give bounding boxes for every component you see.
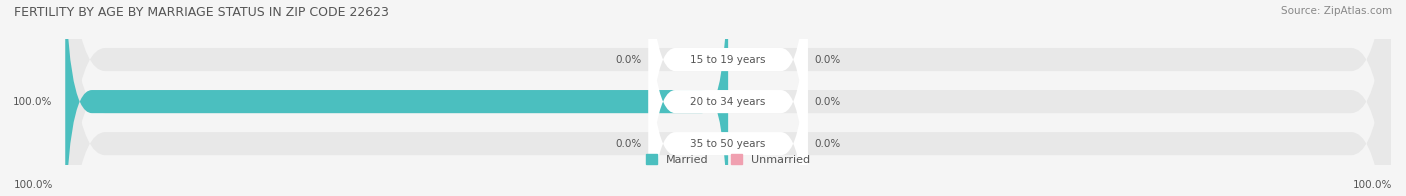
Text: 0.0%: 0.0% xyxy=(616,54,643,64)
FancyBboxPatch shape xyxy=(65,0,1391,196)
Text: 35 to 50 years: 35 to 50 years xyxy=(690,139,766,149)
Text: 0.0%: 0.0% xyxy=(814,97,841,107)
Text: 20 to 34 years: 20 to 34 years xyxy=(690,97,766,107)
Legend: Married, Unmarried: Married, Unmarried xyxy=(641,150,814,169)
Text: 0.0%: 0.0% xyxy=(814,139,841,149)
FancyBboxPatch shape xyxy=(65,0,728,196)
Text: 0.0%: 0.0% xyxy=(616,139,643,149)
Text: 100.0%: 100.0% xyxy=(1353,180,1392,190)
FancyBboxPatch shape xyxy=(648,0,807,196)
FancyBboxPatch shape xyxy=(65,0,1391,196)
FancyBboxPatch shape xyxy=(648,0,807,196)
FancyBboxPatch shape xyxy=(648,0,807,196)
Text: 0.0%: 0.0% xyxy=(814,54,841,64)
Text: 100.0%: 100.0% xyxy=(14,180,53,190)
FancyBboxPatch shape xyxy=(65,0,1391,196)
Text: Source: ZipAtlas.com: Source: ZipAtlas.com xyxy=(1281,6,1392,16)
Text: FERTILITY BY AGE BY MARRIAGE STATUS IN ZIP CODE 22623: FERTILITY BY AGE BY MARRIAGE STATUS IN Z… xyxy=(14,6,389,19)
Text: 100.0%: 100.0% xyxy=(13,97,52,107)
Text: 15 to 19 years: 15 to 19 years xyxy=(690,54,766,64)
